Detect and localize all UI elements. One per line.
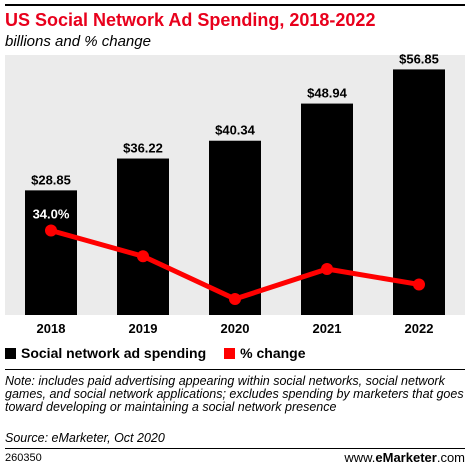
- legend-label-change: % change: [240, 345, 306, 361]
- legend-swatch-spending: [5, 347, 16, 359]
- change-label-2021: 21.3%: [309, 245, 346, 260]
- change-label-2020: 11.4%: [217, 275, 254, 290]
- change-point-2020: [229, 293, 241, 305]
- bar-2021: [301, 103, 353, 316]
- brand-logo: www.eMarketer.com: [344, 450, 465, 465]
- chart-subtitle: billions and % change: [5, 33, 151, 50]
- bar-value-label-2022: $56.85: [399, 51, 439, 66]
- top-rule: [5, 4, 465, 6]
- bar-value-label-2018: $28.85: [31, 172, 71, 187]
- chart-note: Note: includes paid advertising appearin…: [5, 374, 464, 414]
- brand-name: eMarketer: [375, 450, 437, 465]
- x-tick-label-2018: 2018: [37, 321, 66, 336]
- divider-rule: [5, 369, 465, 370]
- legend-swatch-change: [224, 347, 236, 359]
- change-point-2019: [137, 250, 149, 263]
- x-tick-label-2020: 2020: [221, 321, 250, 336]
- legend-label-spending: Social network ad spending: [21, 345, 207, 361]
- x-tick-label-2021: 2021: [313, 321, 342, 336]
- bar-2022: [393, 69, 445, 316]
- x-tick-label-2019: 2019: [129, 321, 158, 336]
- change-point-2021: [321, 263, 333, 276]
- legend-item-spending: Social network ad spending: [5, 345, 206, 361]
- legend-item-change: % change: [224, 345, 306, 361]
- bar-2020: [209, 140, 261, 315]
- brand-suffix: .com: [436, 450, 465, 465]
- chart-id: 260350: [5, 452, 42, 464]
- bar-value-label-2021: $48.94: [307, 86, 348, 101]
- change-label-2019: 25.5%: [125, 232, 162, 247]
- bar-value-label-2020: $40.34: [215, 123, 256, 138]
- x-tick-label-2022: 2022: [405, 321, 434, 336]
- change-label-2018: 34.0%: [33, 207, 70, 222]
- bar-value-label-2019: $36.22: [123, 141, 163, 156]
- change-point-2022: [413, 278, 425, 291]
- brand-prefix: www.: [344, 450, 376, 465]
- footer-rule: [5, 448, 465, 449]
- change-point-2018: [45, 224, 57, 237]
- chart-title: US Social Network Ad Spending, 2018-2022: [5, 10, 376, 30]
- change-label-2022: 16.2%: [401, 260, 438, 275]
- chart-plot: $28.85 2018 $36.22 2019 $40.34 2020 $48.94 2021…: [5, 51, 465, 336]
- bar-2018: [25, 190, 77, 315]
- chart-source: Source: eMarketer, Oct 2020: [5, 431, 165, 445]
- bar-2019: [117, 158, 169, 315]
- legend: Social network ad spending % change: [5, 345, 324, 361]
